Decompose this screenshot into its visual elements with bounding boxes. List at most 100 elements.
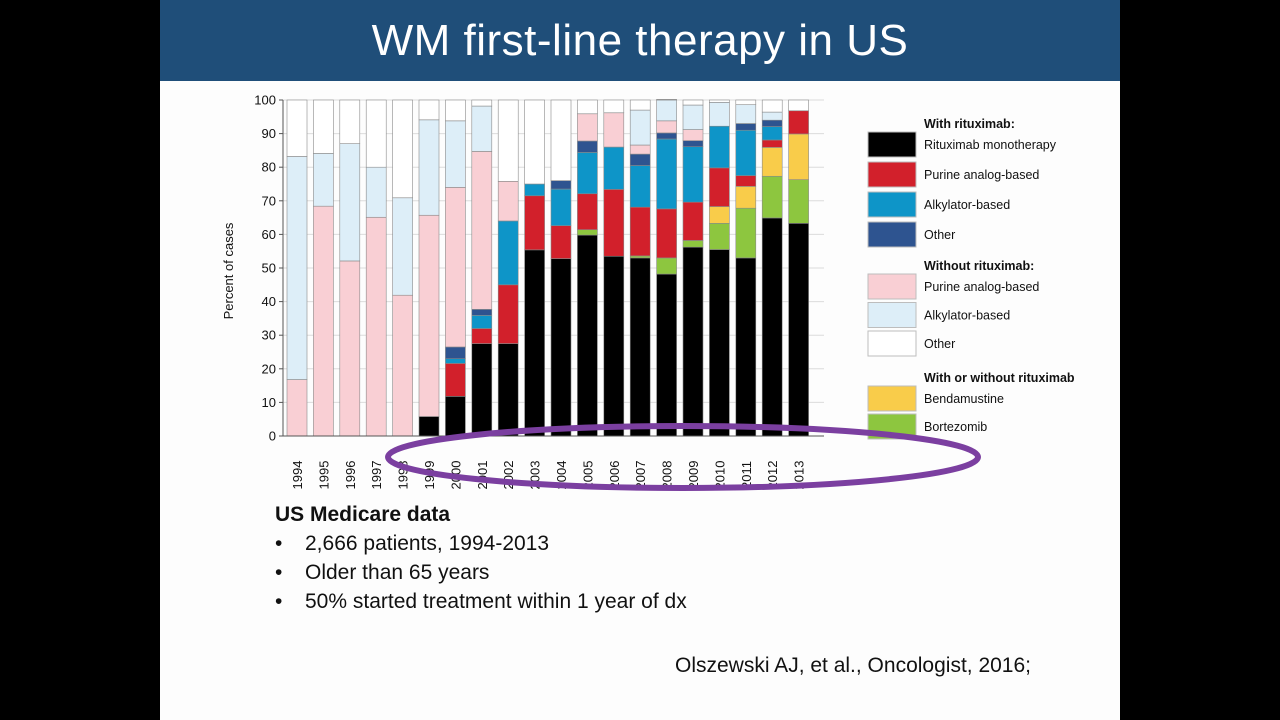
x-tick-label: 1995 [316,461,331,490]
bar-segment [788,133,809,180]
bar-segment [418,119,440,216]
y-tick-label: 20 [262,361,276,376]
bar-segment [682,129,704,141]
bar-segment [735,104,757,124]
bar-segment [286,379,308,437]
bar-segment [735,129,757,176]
chart-legend: With rituximab: Rituximab monotherapy Puri… [867,117,1075,440]
bar-segment [761,147,783,177]
y-tick-label: 100 [254,93,276,108]
title-bar: WM first-line therapy in US [160,0,1120,81]
bar-segment [735,207,757,259]
bar-segment [761,99,783,113]
bar-segment [656,99,677,101]
bar-segment [497,220,519,286]
legend-swatch [867,330,917,357]
bar-segment [656,132,677,140]
bar-segment [656,273,677,437]
bar-segment [629,99,651,111]
bar-segment [418,99,440,121]
bar-segment [365,216,387,437]
bar-segment [577,234,598,437]
bar-segment [313,99,334,154]
bar-segment [603,189,625,257]
bar-segment [682,99,704,106]
bar-segment [445,187,466,348]
legend-label: Purine analog-based [924,280,1039,294]
bar-segment [550,99,572,181]
bar-segment [709,249,730,437]
bar-segment [788,179,809,224]
bullets-heading: US Medicare data [275,503,451,526]
bar-segment [445,396,466,437]
bar-segment [577,140,598,153]
y-tick-label: 90 [262,126,276,141]
legend-label: Other [924,337,955,351]
bar-segment [471,151,493,310]
bar-segment [682,104,704,130]
bullet-dot: • [275,561,283,584]
bar-segment [471,309,493,316]
bullet-dot: • [275,532,283,555]
bullet-text: Older than 65 years [305,561,490,584]
legend-label: Rituximab monotherapy [924,138,1057,152]
x-tick-label: 2009 [686,461,701,490]
bar-segment [550,258,572,437]
x-tick-label: 1994 [290,461,305,490]
bar-segment [418,214,440,417]
bar-segment [629,165,651,208]
bar-segment [709,223,730,250]
slide: WM first-line therapy in US 0 10 20 30 40 50 6… [160,0,1120,720]
x-tick-label: 2012 [765,461,780,490]
bar-segment [761,119,783,127]
bar-segment [497,284,519,344]
bar-segment [682,246,704,437]
legend-swatch [867,131,917,158]
bar-segment [392,294,413,437]
bar-segment [735,257,757,437]
bar-segment [656,208,677,259]
bullet-item: • 50% started treatment within 1 year of… [275,587,735,616]
y-axis-title: Percent of cases [221,222,236,319]
bar-segment [286,99,308,157]
x-tick-label: 2006 [607,461,622,490]
x-tick-label: 2010 [712,461,727,490]
bar-segment [629,153,651,166]
bar-segment [339,260,361,437]
bar-segment [577,113,598,142]
bullet-text: 2,666 patients, 1994-2013 [305,532,550,555]
bar-segment [709,167,730,207]
x-tick-label: 2013 [792,461,807,490]
bar-segment [603,255,625,437]
bar-segment [629,255,651,259]
bar-segment [524,183,545,197]
highlight-ellipse [385,423,981,491]
legend-label: Purine analog-based [924,168,1039,182]
bar-segment [550,225,572,259]
bar-segment [445,99,466,122]
bar-segment [365,166,387,218]
bar-segment [471,328,493,344]
bar-segment [761,126,783,141]
y-tick-label: 10 [262,395,276,410]
bar-segment [629,206,651,257]
y-tick-label: 40 [262,294,276,309]
bar-segment [524,249,545,437]
bar-segment [735,123,757,131]
bar-segment [577,193,598,230]
bar-segment [339,99,361,144]
bar-segment [629,109,651,146]
legend-swatch [867,221,917,248]
legend-group-title: With rituximab: [924,117,1015,131]
bar-segment [550,180,572,190]
bar-segment [339,143,361,262]
bar-segment [629,144,651,155]
bar-segment [709,125,730,169]
legend-label: Alkylator-based [924,309,1010,323]
bar-segment [788,110,809,135]
bar-segment [656,138,677,210]
bar-segment [788,99,809,112]
bar-segment [629,257,651,437]
x-tick-label: 2005 [580,461,595,490]
